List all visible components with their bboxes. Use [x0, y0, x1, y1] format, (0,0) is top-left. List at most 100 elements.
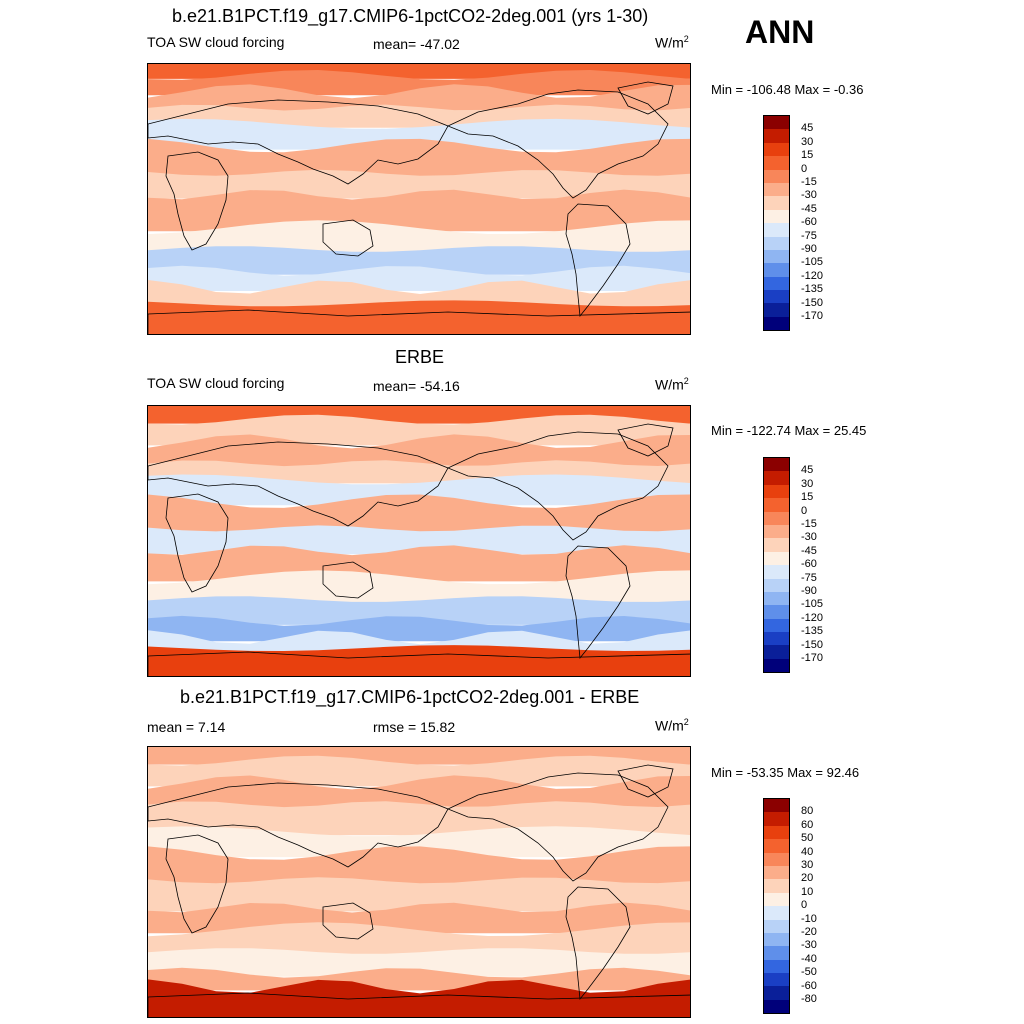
colorbar-box: [764, 471, 789, 485]
colorbar-box: [764, 223, 789, 237]
colorbar-box: [764, 565, 789, 579]
field-band: [148, 615, 690, 642]
colorbar-box: [764, 316, 789, 331]
season-label: ANN: [745, 14, 815, 50]
coastline: [148, 992, 690, 1017]
coastline: [165, 834, 229, 934]
coastline: [148, 309, 690, 334]
colorbar-box: [764, 605, 789, 619]
coastline: [148, 651, 690, 676]
colorbar-tick-label: 60: [801, 818, 814, 831]
field-band: [148, 979, 690, 1017]
colorbar-box: [764, 263, 789, 277]
colorbar-box: [764, 879, 789, 893]
colorbar-tick-label: -90: [801, 243, 817, 255]
colorbar-tick-label: -90: [801, 585, 817, 597]
panel3-rmse-label: rmse = 15.82: [373, 719, 456, 735]
panel1-mean-label: mean= -47.02: [373, 36, 460, 52]
colorbar-tick-label: 20: [801, 872, 814, 885]
coastline: [617, 764, 674, 798]
colorbar-box: [764, 865, 789, 880]
colorbar-tick-label: 45: [801, 122, 814, 135]
colorbar-box: [764, 658, 789, 673]
colorbar-tick-label: -170: [801, 652, 824, 664]
colorbar-box: [764, 142, 789, 157]
colorbar-box: [764, 892, 789, 907]
colorbar-tick-label: 15: [801, 149, 814, 162]
field-band: [148, 118, 690, 150]
colorbar-tick-label: -50: [801, 966, 817, 979]
colorbar-tick-label: -105: [801, 256, 824, 269]
colorbar-box: [764, 578, 789, 592]
colorbar-box: [764, 999, 789, 1014]
coastline: [617, 423, 674, 457]
panel3-title: b.e21.B1PCT.f19_g17.CMIP6-1pctCO2-2deg.0…: [180, 687, 640, 707]
colorbar-tick-label: -75: [801, 571, 817, 584]
field-band: [148, 570, 690, 604]
colorbar-box: [764, 538, 789, 552]
coastline: [148, 782, 449, 868]
coastline: [446, 772, 669, 882]
coastline: [322, 561, 374, 599]
colorbar-box: [764, 906, 789, 920]
panel1-units: W/m2: [655, 34, 689, 51]
colorbar-tick-label: 30: [801, 859, 814, 871]
field-band: [148, 877, 690, 912]
coastline: [617, 81, 674, 115]
field-band: [148, 280, 690, 308]
colorbar-box: [764, 852, 789, 866]
colorbar-tick-label: 30: [801, 135, 814, 148]
field-band: [148, 846, 690, 885]
panel1-variable-label: TOA SW cloud forcing: [147, 34, 285, 50]
field-band: [148, 494, 690, 533]
panel3-map: [147, 746, 691, 1018]
colorbar-tick-label: 0: [801, 504, 808, 517]
colorbar-tick-label: 30: [801, 477, 814, 490]
panel2-colorbar: [763, 457, 790, 674]
colorbar-tick-label: -150: [801, 638, 824, 651]
panel2-units: W/m2: [655, 376, 689, 393]
colorbar-tick-label: -45: [801, 544, 817, 557]
colorbar-box: [764, 632, 789, 646]
field-band: [148, 948, 690, 977]
coastline: [165, 493, 229, 593]
colorbar-box: [764, 498, 789, 512]
coastline: [165, 151, 229, 251]
colorbar-tick-label: -60: [801, 558, 817, 571]
field-band: [148, 645, 690, 676]
colorbar-box: [764, 799, 789, 813]
colorbar-tick-label: -45: [801, 202, 817, 215]
colorbar-tick-label: -150: [801, 296, 824, 309]
colorbar-tick-label: -60: [801, 979, 817, 992]
colorbar-tick-label: -170: [801, 310, 824, 322]
field-band: [148, 596, 690, 625]
field-band: [148, 755, 690, 787]
colorbar-box: [764, 839, 789, 853]
colorbar-box: [764, 182, 789, 197]
colorbar-box: [764, 511, 789, 525]
panel3-mean-label: mean = 7.14: [147, 719, 226, 735]
panel3-units: W/m2: [655, 717, 689, 734]
colorbar-tick-label: 0: [801, 899, 808, 912]
colorbar-box: [764, 156, 789, 170]
colorbar-box: [764, 209, 789, 224]
colorbar-box: [764, 249, 789, 264]
coastline: [446, 431, 669, 541]
colorbar-box: [764, 946, 789, 960]
panel3-minmax: Min = -53.35 Max = 92.46: [711, 765, 860, 780]
colorbar-box: [764, 484, 789, 499]
colorbar-tick-label: -135: [801, 283, 824, 296]
colorbar-box: [764, 458, 789, 472]
colorbar-box: [764, 116, 789, 130]
colorbar-box: [764, 959, 789, 974]
colorbar-tick-label: -80: [801, 993, 817, 1005]
panel3-colorbar: [763, 798, 790, 1015]
colorbar-box: [764, 825, 789, 840]
colorbar-box: [764, 932, 789, 947]
panel2-variable-label: TOA SW cloud forcing: [147, 375, 285, 391]
panel1-minmax: Min = -106.48 Max = -0.36: [711, 82, 864, 97]
field-band: [148, 414, 690, 446]
coastline: [322, 219, 374, 257]
coastline: [565, 203, 631, 318]
coastline: [446, 89, 669, 199]
